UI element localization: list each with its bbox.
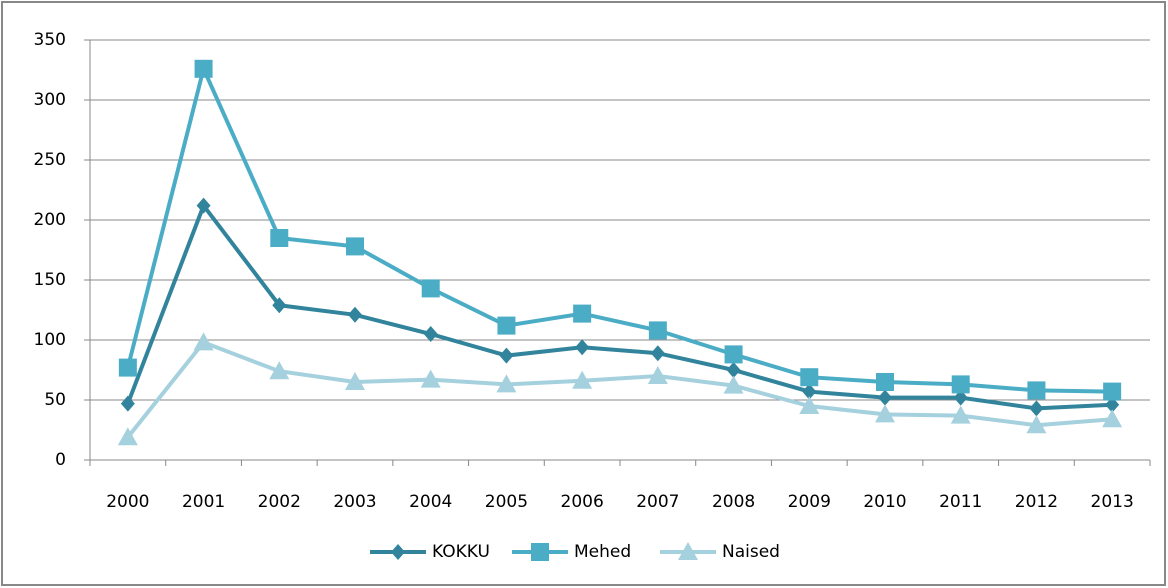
legend-label: KOKKU: [432, 542, 490, 562]
marker: [575, 339, 590, 356]
marker: [499, 347, 514, 364]
marker: [117, 427, 138, 446]
marker: [391, 544, 405, 560]
y-tick-label: 0: [55, 450, 66, 470]
marker: [573, 304, 592, 323]
x-tick-label: 2004: [409, 492, 452, 512]
x-tick-label: 2007: [636, 492, 679, 512]
marker: [802, 383, 817, 400]
legend-label: Mehed: [574, 542, 631, 562]
marker: [953, 389, 968, 406]
marker: [678, 542, 698, 560]
x-tick-label: 2005: [485, 492, 528, 512]
marker: [118, 358, 137, 377]
marker: [269, 361, 290, 380]
marker: [650, 345, 665, 362]
series-line: [125, 201, 1113, 411]
marker: [420, 369, 441, 388]
marker: [270, 229, 289, 247]
y-tick-label: 150: [34, 270, 66, 290]
marker: [496, 374, 517, 393]
series-line: [126, 340, 1113, 439]
marker: [346, 237, 364, 256]
marker: [572, 370, 593, 389]
marker: [1105, 396, 1120, 413]
x-tick-label: 2000: [106, 492, 149, 512]
series-line: [125, 62, 1113, 394]
marker: [1027, 381, 1046, 400]
x-tick-label: 2003: [333, 492, 376, 512]
marker: [348, 306, 362, 323]
x-tick-label: 2006: [561, 492, 604, 512]
x-tick-label: 2002: [258, 492, 301, 512]
y-tick-label: 350: [34, 30, 66, 50]
marker: [421, 279, 440, 298]
marker: [345, 372, 365, 390]
x-tick-label: 2011: [939, 492, 982, 512]
marker: [800, 368, 819, 387]
marker: [723, 375, 744, 394]
marker: [497, 316, 516, 335]
marker: [531, 543, 549, 561]
marker: [950, 405, 971, 424]
x-tick-label: 2013: [1091, 492, 1134, 512]
marker: [878, 389, 892, 406]
marker: [120, 395, 135, 412]
marker: [193, 332, 214, 351]
y-tick-label: 100: [34, 330, 66, 350]
x-tick-label: 2009: [788, 492, 831, 512]
marker: [726, 362, 741, 378]
legend-label: Naised: [722, 542, 780, 562]
y-tick-label: 200: [34, 210, 66, 230]
x-tick-label: 2012: [1015, 492, 1058, 512]
y-tick-label: 50: [44, 390, 66, 410]
marker: [875, 404, 895, 423]
x-tick-label: 2010: [863, 492, 906, 512]
marker: [1103, 382, 1122, 401]
marker: [648, 321, 667, 340]
y-tick-label: 300: [34, 90, 66, 110]
x-tick-label: 2001: [182, 492, 225, 512]
marker: [647, 366, 668, 384]
marker: [1026, 415, 1047, 434]
marker: [951, 375, 970, 394]
marker: [724, 345, 743, 364]
x-tick-label: 2008: [712, 492, 755, 512]
y-tick-label: 250: [34, 150, 66, 170]
marker: [876, 373, 894, 391]
marker: [1029, 400, 1044, 417]
marker: [799, 396, 820, 414]
marker: [1102, 409, 1123, 428]
marker: [196, 197, 211, 214]
marker: [423, 326, 438, 342]
marker: [272, 297, 287, 314]
marker: [194, 59, 213, 78]
